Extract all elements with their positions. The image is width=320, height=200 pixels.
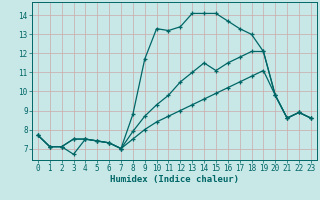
X-axis label: Humidex (Indice chaleur): Humidex (Indice chaleur) [110, 175, 239, 184]
